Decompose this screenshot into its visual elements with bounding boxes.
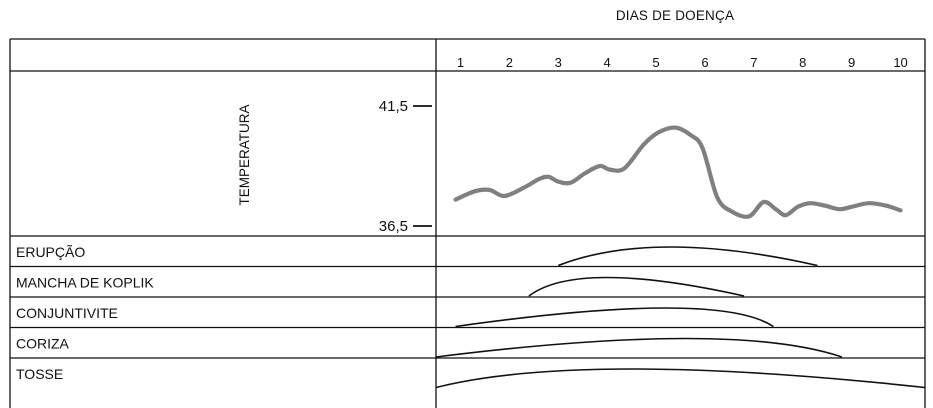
x-tick-label: 8 <box>799 55 806 70</box>
symptom-duration-curve <box>528 276 745 297</box>
symptom-duration-curve <box>435 368 926 389</box>
y-tick-label: 41,5 <box>379 98 408 115</box>
symptom-label: TOSSE <box>16 366 63 382</box>
symptom-label: ERUPÇÃO <box>16 244 85 260</box>
symptom-label: MANCHA DE KOPLIK <box>16 275 154 291</box>
x-tick-label: 1 <box>457 55 464 70</box>
x-tick-label: 9 <box>848 55 855 70</box>
symptom-label: CONJUNTIVITE <box>16 305 118 321</box>
symptom-duration-curve <box>455 307 774 328</box>
symptom-label: CORIZA <box>16 336 70 352</box>
x-tick-label: 10 <box>893 55 907 70</box>
page-title: DIAS DE DOENÇA <box>615 8 735 23</box>
temperature-line <box>453 125 903 219</box>
x-tick-label: 2 <box>506 55 513 70</box>
y-tick-label: 36,5 <box>379 218 408 235</box>
temperature-label: TEMPERATURA <box>237 104 252 205</box>
x-tick-label: 3 <box>555 55 562 70</box>
x-tick-label: 5 <box>652 55 659 70</box>
x-tick-label: 7 <box>750 55 757 70</box>
symptom-duration-curve <box>557 246 818 267</box>
symptom-duration-curve <box>435 337 843 358</box>
x-tick-label: 6 <box>701 55 708 70</box>
x-tick-label: 4 <box>604 55 611 70</box>
